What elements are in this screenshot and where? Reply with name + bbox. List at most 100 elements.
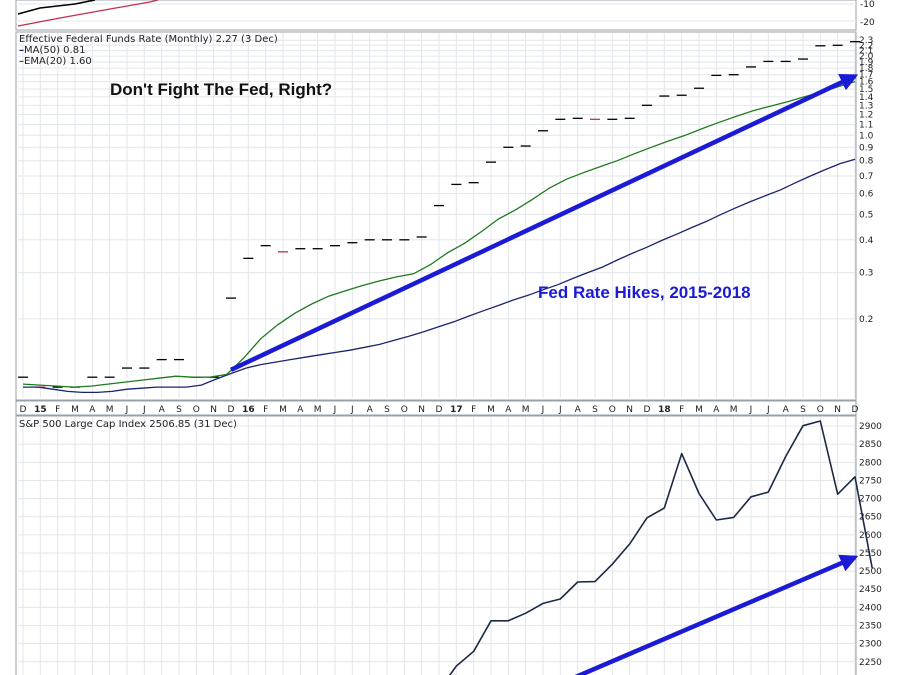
sp-y-tick-label: 2900	[859, 422, 882, 432]
fed-funds-panel: 2.32.22.12.01.91.81.71.61.51.41.31.21.11…	[15, 31, 874, 401]
fed-funds-series	[18, 41, 860, 388]
sp-y-tick-label: 2300	[859, 640, 882, 650]
month-axis-label: D	[644, 405, 651, 415]
legend-ema20-text: EMA(20) 1.60	[24, 56, 92, 67]
month-axis-label: A	[505, 405, 512, 415]
sp500-panel: 2900 2850 2800 2750 2700 2650 2600 2550 2500 2450…	[15, 415, 882, 675]
month-axis: D 15 F M A M J J A S O N D 16 F M A M J J A S O N D 17 F M A M J J A S O N D…	[15, 400, 859, 416]
top-strip-panel: -10 -20	[15, 0, 875, 31]
legend-fed-funds: Effective Federal Funds Rate (Monthly) 2…	[19, 34, 278, 45]
month-axis-label: F	[679, 405, 684, 415]
fed-y-tick-label: 2.3	[859, 36, 873, 46]
fed-y-tick-label: 1.6	[859, 78, 874, 88]
legend-sp500: S&P 500 Large Cap Index 2506.85 (31 Dec)	[19, 419, 237, 430]
fed-trend-arrow	[230, 74, 859, 372]
fed-y-tick-label: 0.3	[859, 269, 873, 279]
fed-y-tick-label: 1.1	[859, 120, 873, 130]
sp-y-tick-label: 2550	[859, 549, 882, 559]
ema20-line	[22, 80, 856, 388]
ma50-line	[23, 158, 856, 394]
fed-y-tick-label: 1.5	[859, 85, 873, 95]
sp500-line	[448, 420, 874, 675]
sp-panel-frame	[15, 415, 857, 675]
sp-y-axis-ticks: 2900 2850 2800 2750 2700 2650 2600 2550 2500 2450…	[859, 422, 882, 668]
fed-y-tick-label: 0.9	[859, 143, 874, 153]
fed-panel-grid	[18, 33, 856, 398]
month-axis-label: A	[89, 405, 96, 415]
fed-y-tick-label: 0.4	[859, 236, 874, 246]
fed-y-tick-label: 0.2	[859, 315, 873, 325]
fed-y-tick-label: 0.7	[859, 172, 873, 182]
top-strip-black-line	[17, 0, 96, 15]
sp-y-tick-label: 2700	[859, 495, 882, 505]
month-axis-label: J	[749, 405, 753, 415]
fed-y-tick-label: 2.1	[859, 47, 873, 57]
month-axis-label: N	[418, 405, 425, 415]
sp-y-tick-label: 2650	[859, 513, 882, 523]
month-axis-label: F	[55, 405, 60, 415]
fed-y-axis-ticks: 2.32.22.12.01.91.81.71.61.51.41.31.21.11…	[859, 36, 874, 325]
month-axis-label: M	[695, 405, 703, 415]
sp-y-tick-label: 2750	[859, 476, 882, 486]
month-axis-label: F	[263, 405, 268, 415]
month-axis-label: M	[106, 405, 114, 415]
month-axis-label: N	[834, 405, 841, 415]
month-axis-label: A	[713, 405, 720, 415]
sp-trend-arrow	[574, 554, 859, 675]
legend-ema20-swatch: –	[19, 56, 24, 67]
month-axis-label: 17	[450, 405, 463, 415]
month-axis-label: A	[575, 405, 582, 415]
month-axis-label: M	[522, 405, 530, 415]
month-axis-label: D	[20, 405, 27, 415]
month-axis-label: J	[558, 405, 562, 415]
legend-ma50: –MA(50) 0.81	[19, 45, 85, 56]
top-strip-tick-label: -10	[860, 0, 875, 10]
fed-y-tick-label: 0.6	[859, 190, 874, 200]
month-axis-label: M	[279, 405, 287, 415]
month-axis-label: J	[142, 405, 146, 415]
month-axis-label: M	[730, 405, 738, 415]
fed-y-tick-label: 1.0	[859, 131, 874, 141]
fed-y-tick-label: 1.4	[859, 93, 874, 103]
month-axis-frame	[15, 400, 857, 416]
month-axis-label: D	[852, 405, 859, 415]
legend-ma50-text: MA(50) 0.81	[24, 45, 85, 56]
month-axis-label: A	[783, 405, 790, 415]
fed-y-tick-label: 2.0	[859, 52, 874, 62]
month-axis-label: D	[228, 405, 235, 415]
sp-y-tick-label: 2350	[859, 622, 882, 632]
month-axis-label: F	[471, 405, 476, 415]
month-axis-label: S	[592, 405, 598, 415]
month-axis-label: J	[350, 405, 354, 415]
fed-y-tick-label: 1.9	[859, 58, 874, 68]
month-axis-label: 15	[34, 405, 47, 415]
month-axis-label: O	[193, 405, 200, 415]
fed-y-tick-label: 1.3	[859, 101, 873, 111]
month-axis-label: M	[71, 405, 79, 415]
month-axis-label: A	[159, 405, 166, 415]
month-axis-label: M	[487, 405, 495, 415]
fed-y-tick-label: 0.8	[859, 157, 874, 167]
month-axis-label: J	[766, 405, 770, 415]
top-strip-red-line	[17, 0, 159, 27]
month-axis-label: O	[401, 405, 408, 415]
fed-y-tick-label: 0.5	[859, 210, 873, 220]
month-axis-label: S	[176, 405, 182, 415]
top-strip-frame	[15, 0, 857, 31]
month-axis-label: 18	[658, 405, 671, 415]
month-axis-label: O	[817, 405, 824, 415]
sp-y-tick-label: 2600	[859, 531, 882, 541]
sp-y-tick-label: 2500	[859, 567, 882, 577]
sp-y-tick-label: 2450	[859, 585, 882, 595]
month-axis-label: N	[210, 405, 217, 415]
month-axis-label: N	[626, 405, 633, 415]
sp-y-tick-label: 2250	[859, 658, 882, 668]
sp-panel-grid	[18, 417, 856, 675]
rate-hikes-annotation: Fed Rate Hikes, 2015-2018	[538, 283, 751, 302]
month-axis-label: S	[800, 405, 806, 415]
month-axis-label: S	[384, 405, 390, 415]
sp-y-tick-label: 2850	[859, 440, 882, 450]
top-strip-tick-label: -20	[860, 18, 875, 28]
month-axis-label: J	[125, 405, 129, 415]
